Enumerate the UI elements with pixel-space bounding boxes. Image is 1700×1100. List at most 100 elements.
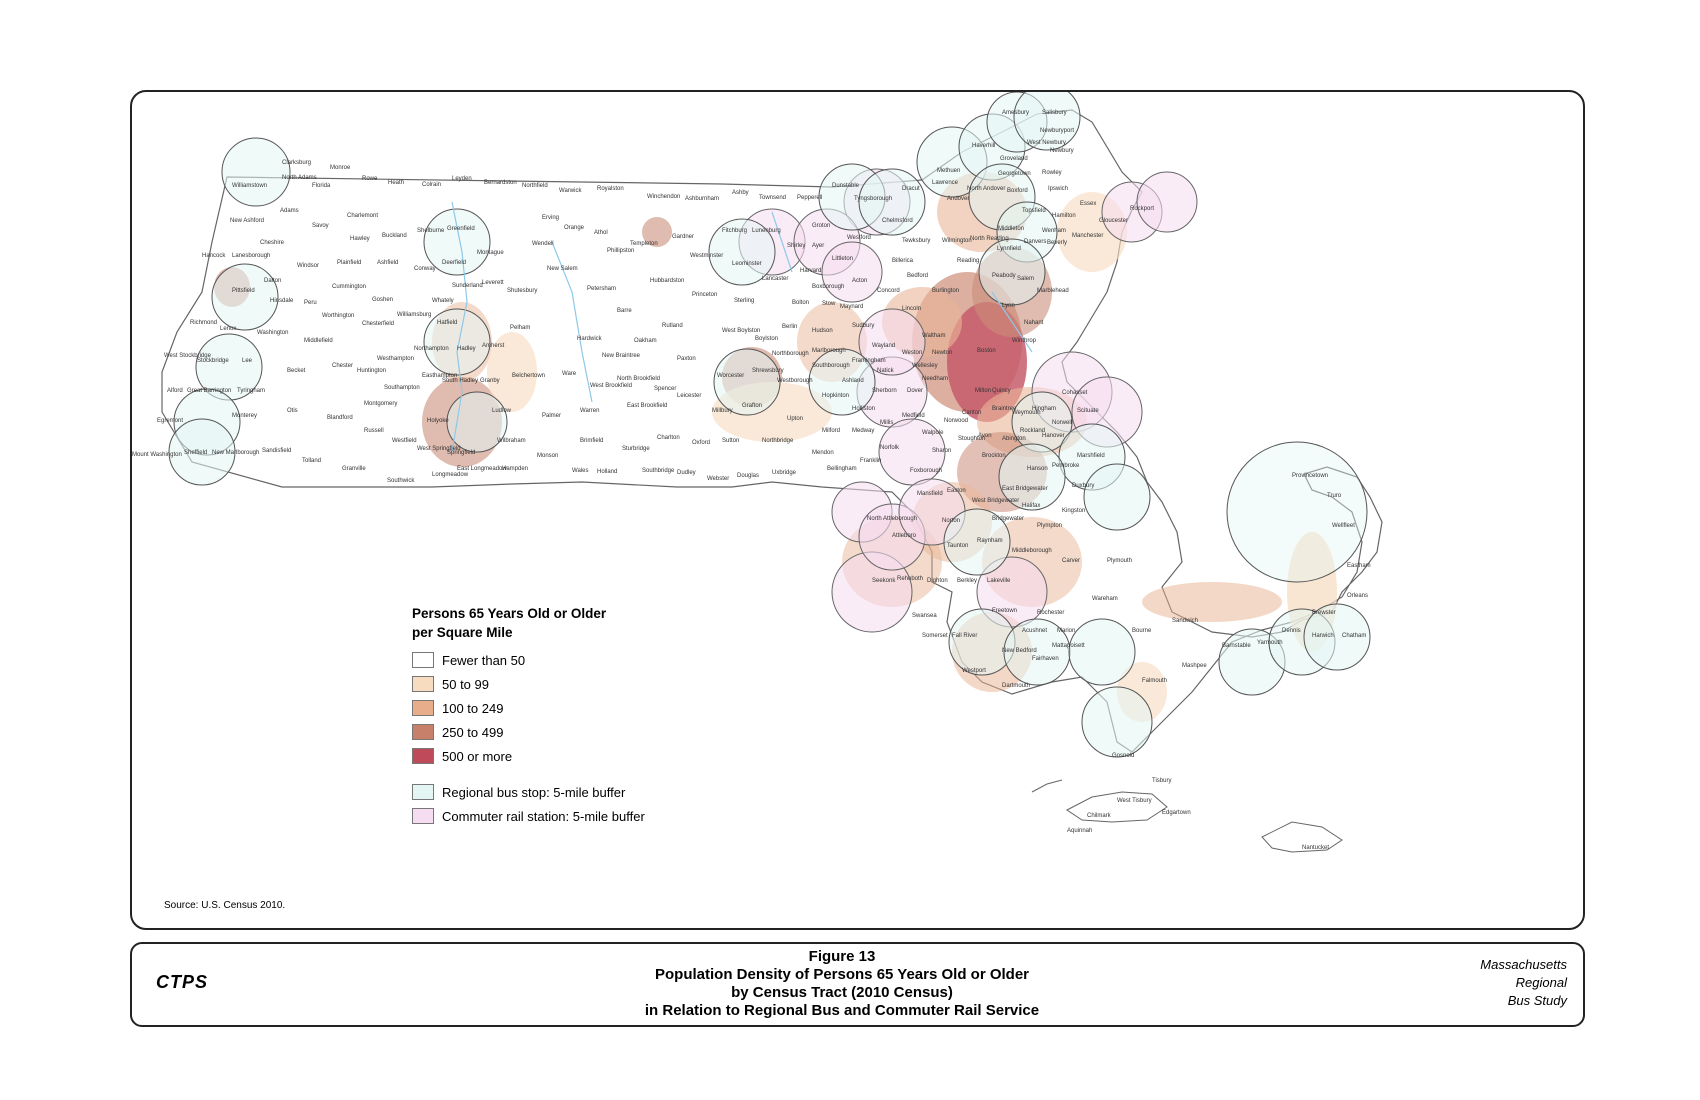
town-label-lancaster: Lancaster <box>762 276 788 282</box>
town-label-brimfield: Brimfield <box>580 438 603 444</box>
town-label-ware: Ware <box>562 371 577 377</box>
town-label-lawrence: Lawrence <box>932 180 959 186</box>
town-label-halifax: Halifax <box>1022 503 1040 509</box>
town-label-salem: Salem <box>1017 276 1034 282</box>
town-label-ashland: Ashland <box>842 378 864 384</box>
town-label-reading: Reading <box>957 258 979 264</box>
town-label-dennis: Dennis <box>1282 628 1301 634</box>
town-label-palmer: Palmer <box>542 413 561 419</box>
town-label-west-bridgewater: West Bridgewater <box>972 498 1019 504</box>
town-label-milton: Milton <box>975 388 991 394</box>
town-label-tyringham: Tyringham <box>237 388 265 394</box>
town-label-wellfleet: Wellfleet <box>1332 523 1355 529</box>
legend-item-500-or-more: 500 or more <box>412 744 712 768</box>
town-label-lenox: Lenox <box>220 326 236 332</box>
town-label-sheffield: Sheffield <box>184 450 207 456</box>
town-label-methuen: Methuen <box>937 168 960 174</box>
town-label-cheshire: Cheshire <box>260 240 285 246</box>
town-label-lincoln: Lincoln <box>902 306 921 312</box>
town-label-rochester: Rochester <box>1037 610 1064 616</box>
town-label-quincy: Quincy <box>992 388 1011 394</box>
legend-swatch <box>412 700 434 716</box>
town-label-uxbridge: Uxbridge <box>772 470 797 476</box>
town-label-wales: Wales <box>572 468 588 474</box>
town-label-newbury: Newbury <box>1050 148 1074 154</box>
town-label-chatham: Chatham <box>1342 633 1366 639</box>
town-label-charlemont: Charlemont <box>347 213 378 219</box>
town-label-west-boylston: West Boylston <box>722 328 760 334</box>
town-label-tolland: Tolland <box>302 458 321 464</box>
town-label-dracut: Dracut <box>902 186 920 192</box>
town-label-great-barrington: Great Barrington <box>187 388 231 394</box>
title-line1: Population Density of Persons 65 Years O… <box>655 966 1029 983</box>
figure-number: Figure 13 <box>808 948 876 965</box>
town-label-canton: Canton <box>962 410 981 416</box>
town-label-groton: Groton <box>812 223 830 229</box>
town-label-oxford: Oxford <box>692 440 710 446</box>
town-label-douglas: Douglas <box>737 473 759 479</box>
town-label-ipswich: Ipswich <box>1048 186 1068 192</box>
town-label-littleton: Littleton <box>832 256 853 262</box>
town-label-east-longmeadow: East Longmeadow <box>457 466 507 472</box>
town-label-west-newbury: West Newbury <box>1027 140 1066 146</box>
town-label-northampton: Northampton <box>414 346 449 352</box>
legend-swatch <box>412 784 434 800</box>
town-label-stoughton: Stoughton <box>958 436 985 442</box>
town-label-petersham: Petersham <box>587 286 616 292</box>
town-label-holyoke: Holyoke <box>427 418 449 424</box>
legend-swatch <box>412 652 434 668</box>
town-label-huntington: Huntington <box>357 368 386 374</box>
town-label-holland: Holland <box>597 469 617 475</box>
town-label-southborough: Southborough <box>812 363 850 369</box>
town-label-stockbridge: Stockbridge <box>197 358 229 364</box>
town-label-new-braintree: New Braintree <box>602 353 641 359</box>
town-label-otis: Otis <box>287 408 298 414</box>
regional-bus-buffers <box>168 92 1371 758</box>
town-label-marshfield: Marshfield <box>1077 453 1105 459</box>
massachusetts-map[interactable]: Clarksburg Williamstown North Adams Flor… <box>132 92 1583 928</box>
town-label-abington: Abington <box>1002 436 1026 442</box>
town-label-cohasset: Cohasset <box>1062 390 1088 396</box>
town-label-bridgewater: Bridgewater <box>992 516 1024 522</box>
town-label-boston: Boston <box>977 348 996 354</box>
town-label-lakeville: Lakeville <box>987 578 1011 584</box>
town-label-orange: Orange <box>564 225 585 231</box>
town-label-falmouth: Falmouth <box>1142 678 1167 684</box>
town-label-avon: Avon <box>978 433 992 439</box>
town-label-richmond: Richmond <box>190 320 217 326</box>
town-label-norton: Norton <box>942 518 960 524</box>
legend-item-fewer-than-50: Fewer than 50 <box>412 648 712 672</box>
legend-item-bus-buffer: Regional bus stop: 5-mile buffer <box>412 780 712 804</box>
town-label-raynham: Raynham <box>977 538 1003 544</box>
town-label-truro: Truro <box>1327 493 1342 499</box>
town-label-bourne: Bourne <box>1132 628 1152 634</box>
town-label-cummington: Cummington <box>332 284 366 290</box>
town-label-northfield: Northfield <box>522 183 548 189</box>
town-label-chester: Chester <box>332 363 353 369</box>
town-label-walpole: Walpole <box>922 430 944 436</box>
legend-title-line1: Persons 65 Years Old or Older <box>412 606 607 621</box>
town-label-bolton: Bolton <box>792 300 809 306</box>
town-label-hatfield: Hatfield <box>437 320 457 326</box>
town-label-brockton: Brockton <box>982 453 1006 459</box>
town-label-yarmouth: Yarmouth <box>1257 640 1283 646</box>
marthas-vineyard <box>1066 791 1168 823</box>
town-label-wenham: Wenham <box>1042 228 1066 234</box>
town-label-leicester: Leicester <box>677 393 701 399</box>
town-label-springfield: Springfield <box>447 450 475 456</box>
legend-swatch <box>412 808 434 824</box>
legend-title-line2: per Square Mile <box>412 625 513 640</box>
town-label-wareham: Wareham <box>1092 596 1118 602</box>
town-label-hadley: Hadley <box>457 346 476 352</box>
town-label-mattapoisett: Mattapoisett <box>1052 643 1085 649</box>
town-label-harwich: Harwich <box>1312 633 1334 639</box>
town-label-millbury: Millbury <box>712 408 733 414</box>
town-label-becket: Becket <box>287 368 306 374</box>
town-label-boxford: Boxford <box>1007 188 1028 194</box>
town-label-kingston: Kingston <box>1062 508 1085 514</box>
town-label-royalston: Royalston <box>597 186 624 192</box>
town-label-north-brookfield: North Brookfield <box>617 376 660 382</box>
town-label-pittsfield: Pittsfield <box>232 288 255 294</box>
town-label-new-salem: New Salem <box>547 266 578 272</box>
town-label-savoy: Savoy <box>312 223 329 229</box>
